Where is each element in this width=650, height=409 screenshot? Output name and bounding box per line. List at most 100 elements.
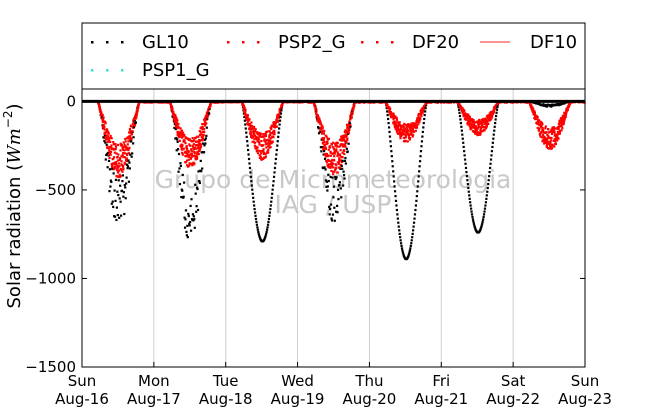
data-point-gl10 bbox=[252, 200, 255, 203]
data-point-psp2-df20 bbox=[313, 104, 317, 107]
data-point-psp2-df20 bbox=[193, 162, 196, 165]
data-point-psp2-df20 bbox=[422, 108, 425, 111]
data-point-psp2-df20 bbox=[352, 105, 355, 108]
data-point-gl10 bbox=[423, 117, 426, 121]
data-point-psp2-df20 bbox=[126, 153, 129, 157]
data-point-psp2-df20 bbox=[408, 138, 411, 141]
data-point-psp2-df20 bbox=[275, 125, 278, 128]
data-point-psp2-df20 bbox=[314, 106, 317, 109]
data-point-gl10 bbox=[494, 121, 497, 125]
data-point-gl10 bbox=[248, 166, 252, 170]
data-point-psp2-df20 bbox=[340, 143, 344, 146]
data-point-psp2-df20 bbox=[122, 164, 125, 167]
data-point-gl10 bbox=[336, 211, 339, 214]
data-point-psp2-df20 bbox=[110, 137, 113, 140]
data-point-psp2-df20 bbox=[405, 125, 408, 128]
data-point-gl10 bbox=[114, 178, 118, 181]
data-point-gl10 bbox=[485, 197, 488, 200]
data-point-psp2-df20 bbox=[491, 112, 495, 115]
data-point-psp2-df20 bbox=[328, 159, 331, 162]
data-point-psp2-df20 bbox=[198, 129, 201, 133]
data-point-psp2-df20 bbox=[469, 127, 472, 130]
data-point-psp2-df20 bbox=[119, 167, 122, 171]
data-point-psp2-df20 bbox=[127, 140, 130, 143]
data-point-gl10 bbox=[485, 194, 488, 197]
data-point-psp2-df20 bbox=[246, 116, 249, 119]
data-point-psp2-df20 bbox=[273, 132, 276, 136]
data-point-gl10 bbox=[175, 137, 178, 140]
data-point-gl10 bbox=[246, 144, 249, 147]
data-point-psp2-df20 bbox=[562, 114, 565, 118]
data-point-gl10 bbox=[258, 236, 261, 239]
data-point-psp2-df20 bbox=[418, 119, 421, 122]
data-point-psp2-df20 bbox=[201, 139, 204, 142]
data-point-psp2-df20 bbox=[118, 165, 121, 168]
data-point-psp2-df20 bbox=[338, 145, 341, 148]
data-point-psp2-df20 bbox=[263, 152, 266, 155]
data-point-psp2-df20 bbox=[323, 144, 326, 147]
data-point-psp2-df20 bbox=[197, 152, 200, 156]
data-point-psp2-df20 bbox=[561, 120, 564, 123]
data-point-psp2-df20 bbox=[270, 127, 273, 131]
data-point-gl10 bbox=[421, 135, 424, 138]
data-point-psp2-df20 bbox=[120, 144, 123, 147]
data-point-psp2-df20 bbox=[530, 107, 533, 111]
data-point-gl10 bbox=[470, 210, 473, 213]
data-point-psp2-df20 bbox=[184, 161, 187, 164]
data-point-psp2-df20 bbox=[560, 116, 563, 120]
data-point-psp2-df20 bbox=[129, 125, 132, 128]
data-point-psp2-df20 bbox=[128, 128, 132, 131]
data-point-gl10 bbox=[416, 190, 419, 193]
data-point-psp2-df20 bbox=[191, 150, 194, 153]
data-point-psp2-df20 bbox=[470, 118, 474, 121]
data-point-psp2-df20 bbox=[327, 154, 330, 157]
data-point-gl10 bbox=[180, 196, 183, 199]
data-point-psp2-df20 bbox=[415, 124, 418, 128]
data-point-psp2-df20 bbox=[325, 140, 329, 144]
data-point-psp2-df20 bbox=[406, 140, 409, 143]
data-point-gl10 bbox=[469, 201, 472, 204]
data-point-psp2-df20 bbox=[478, 119, 481, 122]
data-point-psp2-df20 bbox=[399, 133, 402, 136]
data-point-psp2-df20 bbox=[197, 135, 200, 138]
data-point-psp2-df20 bbox=[106, 146, 109, 149]
data-point-psp2-df20 bbox=[118, 157, 122, 160]
data-point-gl10 bbox=[176, 138, 179, 141]
data-point-psp2-df20 bbox=[131, 130, 134, 133]
data-point-psp2-df20 bbox=[395, 118, 399, 122]
data-point-gl10 bbox=[125, 176, 128, 179]
data-point-gl10 bbox=[401, 251, 405, 254]
data-point-gl10 bbox=[194, 192, 197, 195]
data-point-psp2-df20 bbox=[128, 136, 131, 140]
data-point-psp2-df20 bbox=[107, 132, 110, 135]
data-point-gl10 bbox=[124, 186, 127, 189]
grid-lines bbox=[153, 89, 514, 367]
data-point-psp2-df20 bbox=[114, 142, 117, 146]
data-point-psp2-df20 bbox=[536, 122, 540, 125]
data-point-psp2-df20 bbox=[178, 139, 181, 142]
data-point-psp2-df20 bbox=[329, 151, 332, 154]
data-point-gl10 bbox=[121, 179, 124, 183]
data-point-psp2-df20 bbox=[264, 155, 268, 158]
data-point-psp2-df20 bbox=[326, 137, 329, 140]
data-point-psp2-df20 bbox=[251, 135, 255, 139]
data-point-psp2-df20 bbox=[344, 145, 347, 148]
data-point-gl10 bbox=[473, 226, 476, 229]
data-point-psp2-df20 bbox=[195, 153, 199, 156]
data-point-psp2-df20 bbox=[317, 115, 320, 119]
data-point-gl10 bbox=[275, 153, 278, 156]
data-point-gl10 bbox=[335, 176, 338, 179]
data-point-gl10 bbox=[410, 239, 413, 242]
data-point-psp2-df20 bbox=[122, 168, 125, 171]
data-point-psp2-df20 bbox=[396, 121, 400, 124]
data-point-psp2-df20 bbox=[338, 153, 342, 156]
data-point-psp2-df20 bbox=[116, 169, 119, 172]
data-point-psp2-df20 bbox=[123, 143, 126, 146]
data-point-psp2-df20 bbox=[205, 122, 208, 125]
data-point-psp2-df20 bbox=[418, 116, 421, 119]
data-point-psp2-df20 bbox=[264, 140, 267, 144]
data-point-psp2-df20 bbox=[272, 131, 275, 134]
data-point-gl10 bbox=[195, 186, 199, 189]
data-point-psp2-df20 bbox=[345, 123, 349, 126]
data-point-psp2-df20 bbox=[176, 121, 179, 125]
